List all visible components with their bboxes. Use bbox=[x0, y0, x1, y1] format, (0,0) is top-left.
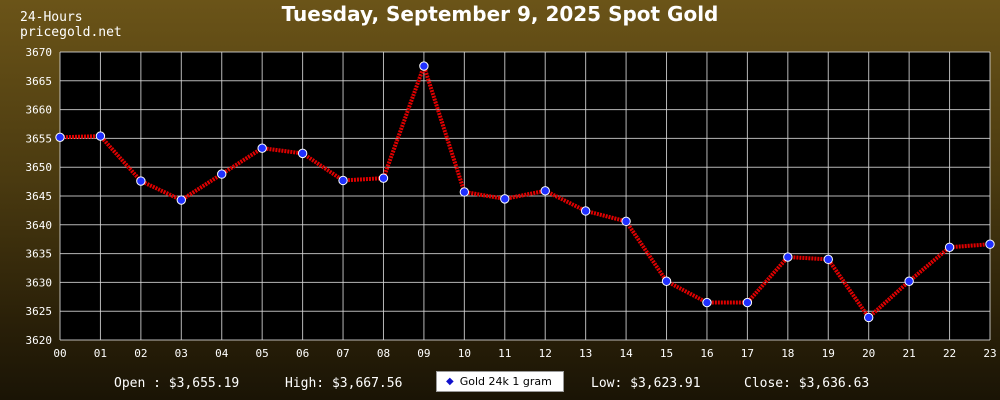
x-tick-label: 09 bbox=[417, 347, 430, 360]
data-point bbox=[863, 312, 874, 323]
y-axis-ticks: 3620 3625 3630 3635 3640 3645 3650 3655 3660 3665… bbox=[26, 46, 53, 347]
y-tick-label: 3645 bbox=[26, 190, 53, 203]
x-tick-label: 16 bbox=[700, 347, 713, 360]
data-point bbox=[378, 173, 389, 183]
corner-label: 24-Hours pricegold.net bbox=[20, 10, 122, 40]
data-point bbox=[702, 297, 712, 308]
y-tick-label: 3650 bbox=[26, 161, 53, 174]
x-tick-label: 11 bbox=[498, 347, 511, 360]
high-value: High: $3,667.56 bbox=[285, 376, 403, 391]
x-tick-label: 06 bbox=[296, 347, 309, 360]
x-tick-label: 22 bbox=[943, 347, 956, 360]
data-point bbox=[297, 148, 308, 159]
x-tick-label: 07 bbox=[336, 347, 349, 360]
data-point bbox=[985, 239, 995, 249]
y-tick-label: 3660 bbox=[26, 104, 53, 117]
x-tick-label: 15 bbox=[660, 347, 673, 360]
legend-marker-icon: ◆ bbox=[446, 376, 454, 387]
data-point bbox=[944, 242, 955, 252]
x-tick-label: 04 bbox=[215, 347, 229, 360]
low-value: Low: $3,623.91 bbox=[591, 376, 701, 391]
y-tick-label: 3625 bbox=[26, 305, 53, 318]
data-point bbox=[257, 143, 267, 153]
site-label: pricegold.net bbox=[20, 25, 122, 40]
data-point bbox=[904, 276, 914, 286]
x-tick-label: 02 bbox=[134, 347, 147, 360]
x-tick-label: 17 bbox=[741, 347, 754, 360]
x-tick-label: 13 bbox=[579, 347, 592, 360]
data-point bbox=[338, 175, 348, 186]
x-tick-label: 20 bbox=[862, 347, 875, 360]
x-tick-label: 23 bbox=[983, 347, 996, 360]
data-point bbox=[621, 216, 631, 227]
x-tick-label: 08 bbox=[377, 347, 390, 360]
grid bbox=[59, 51, 991, 341]
y-tick-label: 3630 bbox=[26, 276, 53, 289]
x-axis-ticks: 00 01 02 03 04 05 06 07 08 09 10 11 12 13 14 15 16 17 18 19… bbox=[53, 347, 996, 360]
data-point bbox=[419, 61, 429, 71]
data-point bbox=[459, 187, 470, 197]
x-tick-label: 03 bbox=[175, 347, 188, 360]
data-point bbox=[742, 297, 753, 308]
y-tick-label: 3635 bbox=[26, 248, 53, 261]
series-gold bbox=[59, 64, 991, 320]
open-value: Open : $3,655.19 bbox=[114, 376, 240, 391]
data-point bbox=[783, 252, 793, 262]
close-value: Close: $3,636.63 bbox=[744, 376, 870, 391]
data-point bbox=[540, 186, 550, 196]
y-tick-label: 3640 bbox=[26, 219, 53, 232]
data-point bbox=[176, 195, 187, 205]
period-label: 24-Hours bbox=[20, 10, 83, 25]
data-point bbox=[217, 169, 227, 179]
chart-title: Tuesday, September 9, 2025 Spot Gold bbox=[281, 2, 719, 26]
x-tick-label: 21 bbox=[903, 347, 916, 360]
legend-label: Gold 24k 1 gram bbox=[459, 375, 552, 388]
x-tick-label: 10 bbox=[458, 347, 471, 360]
data-point bbox=[823, 254, 833, 265]
y-tick-label: 3670 bbox=[26, 46, 53, 59]
data-point bbox=[500, 194, 510, 204]
x-tick-label: 01 bbox=[94, 347, 107, 360]
data-points bbox=[55, 61, 995, 323]
data-point bbox=[95, 131, 106, 141]
series-line bbox=[59, 64, 991, 320]
x-tick-label: 14 bbox=[619, 347, 633, 360]
y-tick-label: 3655 bbox=[26, 132, 53, 145]
x-tick-label: 18 bbox=[781, 347, 794, 360]
x-tick-label: 00 bbox=[53, 347, 66, 360]
x-tick-label: 05 bbox=[256, 347, 269, 360]
y-tick-label: 3665 bbox=[26, 75, 53, 88]
data-point bbox=[661, 276, 672, 286]
data-point bbox=[136, 176, 146, 186]
x-tick-label: 12 bbox=[539, 347, 552, 360]
data-point bbox=[55, 132, 65, 143]
data-point bbox=[580, 206, 591, 216]
x-tick-label: 19 bbox=[822, 347, 835, 360]
legend: ◆ Gold 24k 1 gram bbox=[436, 371, 564, 392]
y-tick-label: 3620 bbox=[26, 334, 53, 347]
